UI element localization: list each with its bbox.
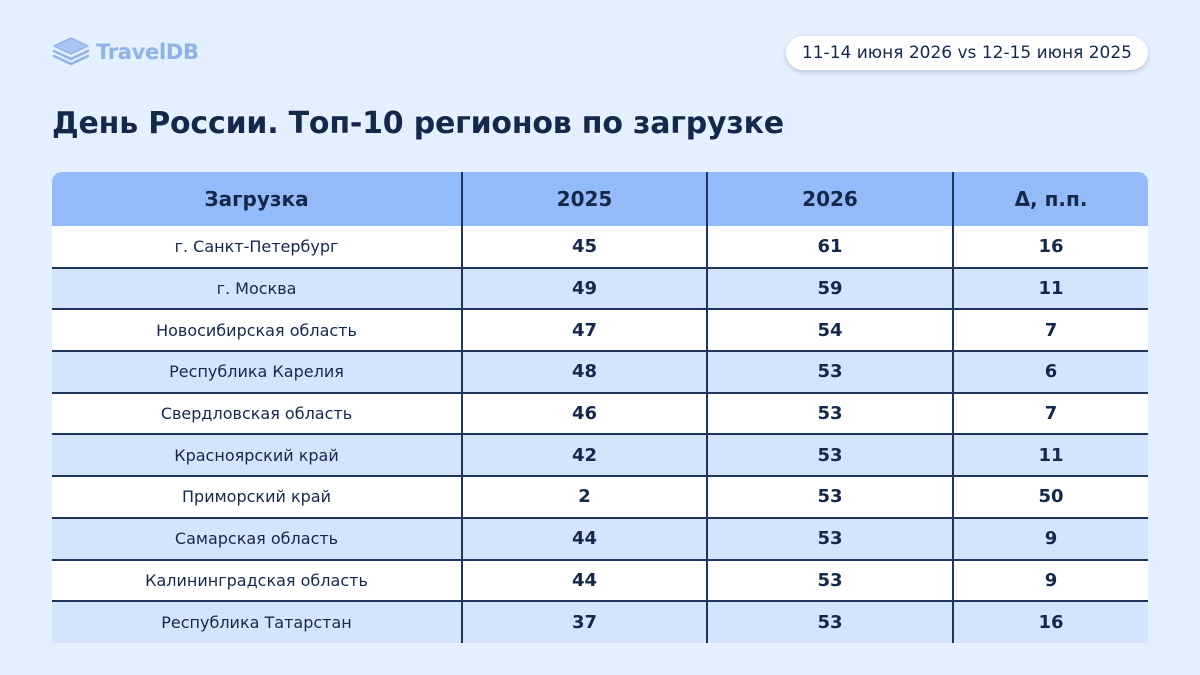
table-row: г. Москва 49 59 11 [52,266,1148,310]
brand-name: TravelDB [96,40,199,64]
value-2026-cell: 59 [706,266,953,310]
value-2025-cell: 44 [461,558,707,602]
region-cell: Республика Татарстан [52,600,462,643]
table-row: Приморский край 2 53 50 [52,475,1148,518]
column-header-2026: 2026 [706,172,953,226]
delta-cell: 7 [952,391,1148,435]
table-row: Свердловская область 46 53 7 [52,391,1148,435]
region-cell: Калининградская область [52,558,462,602]
value-2025-cell: 48 [461,350,707,393]
value-2025-cell: 37 [461,600,707,643]
table-row: Красноярский край 42 53 11 [52,433,1148,477]
region-cell: Свердловская область [52,391,462,435]
delta-cell: 11 [952,433,1148,477]
table-row: Республика Татарстан 37 53 16 [52,600,1148,643]
delta-cell: 16 [952,600,1148,643]
value-2026-cell: 53 [706,433,953,477]
value-2026-cell: 53 [706,558,953,602]
page-title: День России. Топ-10 регионов по загрузке [52,106,784,141]
value-2026-cell: 53 [706,475,953,518]
column-header-region: Загрузка [52,172,462,226]
value-2026-cell: 53 [706,391,953,435]
region-cell: Республика Карелия [52,350,462,393]
table-row: Калининградская область 44 53 9 [52,558,1148,602]
delta-cell: 9 [952,516,1148,560]
period-badge: 11-14 июня 2026 vs 12-15 июня 2025 [785,36,1148,70]
value-2025-cell: 45 [461,226,707,268]
region-cell: Красноярский край [52,433,462,477]
value-2025-cell: 44 [461,516,707,560]
delta-cell: 11 [952,266,1148,310]
delta-cell: 6 [952,350,1148,393]
region-cell: г. Санкт-Петербург [52,226,462,268]
brand-logo: TravelDB [52,36,199,68]
value-2025-cell: 42 [461,433,707,477]
table-row: Самарская область 44 53 9 [52,516,1148,560]
value-2026-cell: 53 [706,350,953,393]
table-row: Республика Карелия 48 53 6 [52,350,1148,393]
delta-cell: 7 [952,308,1148,352]
value-2026-cell: 61 [706,226,953,268]
table-header-row: Загрузка 2025 2026 Δ, п.п. [52,172,1148,226]
region-cell: Самарская область [52,516,462,560]
value-2025-cell: 49 [461,266,707,310]
regions-table: Загрузка 2025 2026 Δ, п.п. г. Санкт-Пете… [52,172,1148,643]
region-cell: Приморский край [52,475,462,518]
region-cell: Новосибирская область [52,308,462,352]
value-2026-cell: 53 [706,600,953,643]
value-2025-cell: 46 [461,391,707,435]
region-cell: г. Москва [52,266,462,310]
value-2026-cell: 53 [706,516,953,560]
column-header-delta: Δ, п.п. [952,172,1148,226]
delta-cell: 16 [952,226,1148,268]
table-row: г. Санкт-Петербург 45 61 16 [52,226,1148,268]
stacked-layers-icon [52,37,90,66]
delta-cell: 50 [952,475,1148,518]
value-2025-cell: 2 [461,475,707,518]
value-2026-cell: 54 [706,308,953,352]
value-2025-cell: 47 [461,308,707,352]
table-row: Новосибирская область 47 54 7 [52,308,1148,352]
delta-cell: 9 [952,558,1148,602]
column-header-2025: 2025 [461,172,707,226]
